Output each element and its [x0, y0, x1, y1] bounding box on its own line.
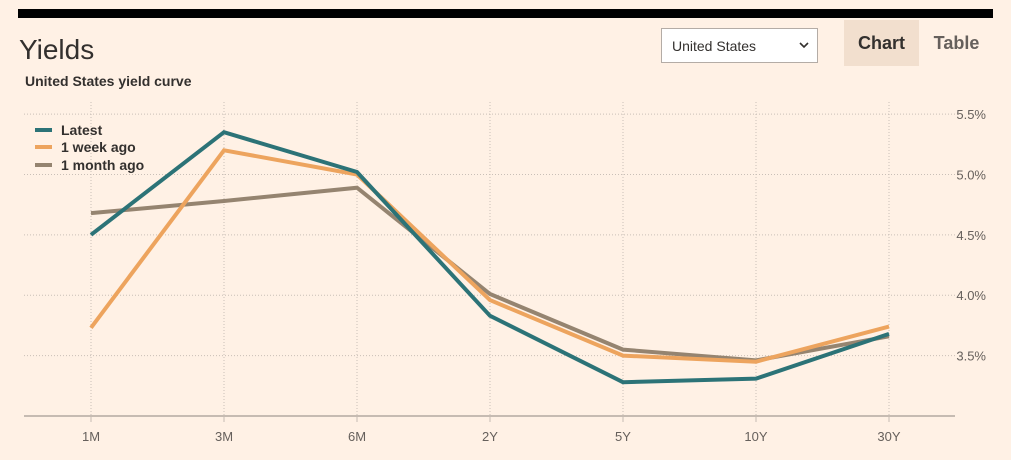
- series-line-latest: [89, 129, 890, 385]
- country-select-value: United States: [672, 37, 757, 54]
- chart-legend: Latest 1 week ago 1 month ago: [35, 121, 144, 174]
- x-tick-label: 1M: [82, 429, 100, 444]
- country-select[interactable]: United States: [661, 28, 818, 63]
- x-tick-label: 10Y: [744, 429, 767, 444]
- x-tick-label: 5Y: [615, 429, 631, 444]
- legend-item-1-week-ago: 1 week ago: [35, 139, 144, 157]
- chevron-down-icon: [799, 42, 809, 49]
- chart-subtitle: United States yield curve: [25, 73, 192, 89]
- legend-swatch-latest: [35, 127, 52, 132]
- legend-swatch-1-week-ago: [35, 145, 52, 150]
- y-tick-label: 5.0%: [956, 167, 986, 182]
- tab-table[interactable]: Table: [933, 32, 980, 53]
- x-tick-label: 6M: [348, 429, 366, 444]
- legend-item-latest: Latest: [35, 121, 144, 139]
- legend-label-1-month-ago: 1 month ago: [61, 156, 145, 173]
- series-line-1-week-ago: [89, 148, 890, 364]
- y-tick-label: 4.5%: [956, 228, 986, 243]
- legend-swatch-1-month-ago: [35, 162, 52, 167]
- tab-chart[interactable]: Chart: [844, 20, 919, 66]
- y-tick-label: 3.5%: [956, 349, 986, 364]
- legend-item-1-month-ago: 1 month ago: [35, 156, 144, 174]
- x-tick-label: 30Y: [877, 429, 900, 444]
- legend-label-latest: Latest: [61, 121, 103, 138]
- page-title: Yields: [19, 34, 95, 65]
- y-tick-label: 5.5%: [956, 107, 986, 122]
- top-rule: [18, 9, 993, 18]
- legend-label-1-week-ago: 1 week ago: [61, 139, 136, 156]
- x-tick-label: 3M: [215, 429, 233, 444]
- x-tick-label: 2Y: [482, 429, 498, 444]
- y-tick-label: 4.0%: [956, 288, 986, 303]
